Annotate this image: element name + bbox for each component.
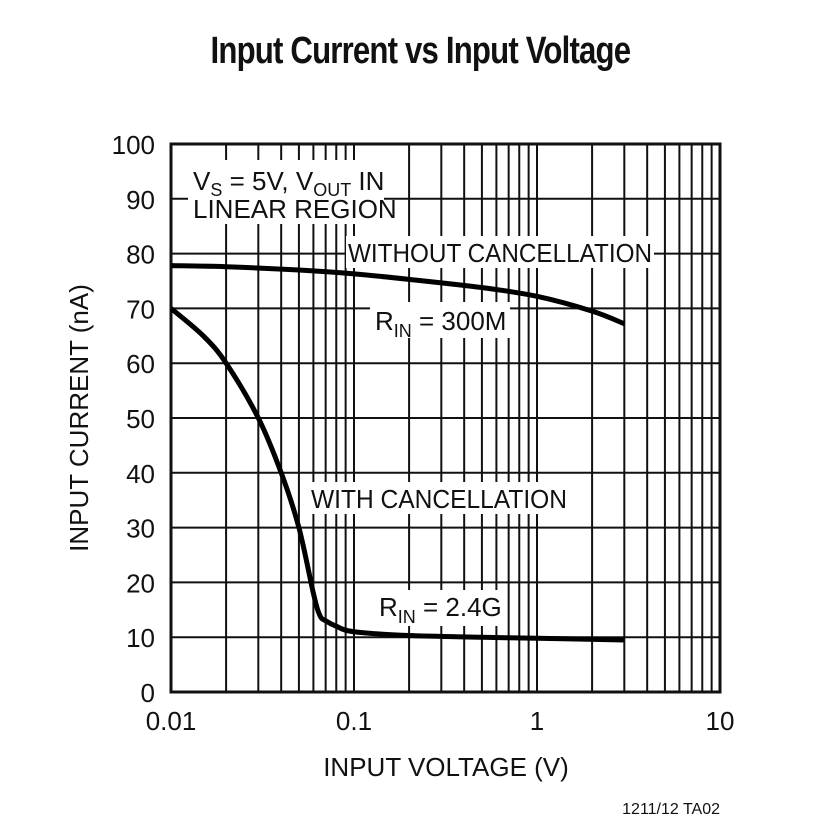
condition-label-line2: LINEAR REGION [193, 194, 397, 224]
y-axis-label: INPUT CURRENT (nA) [64, 284, 94, 552]
with-cancellation-label: WITH CANCELLATION [311, 484, 567, 514]
tick-labels: 0 10 20 30 40 50 60 70 80 90 100 0.01 0.1 1 10 [112, 130, 735, 736]
chart-title: Input Current vs Input Voltage [210, 30, 632, 72]
y-tick-label: 20 [126, 568, 155, 598]
condition-label-bg [188, 160, 384, 224]
y-tick-label: 10 [126, 623, 155, 653]
rin-without-bg [370, 302, 510, 338]
plot-frame [169, 142, 722, 694]
y-tick-label: 60 [126, 349, 155, 379]
rin-with-bg [374, 590, 504, 626]
y-tick-label: 100 [112, 130, 155, 160]
rin-without-label: RIN = 300M [375, 306, 506, 341]
without-label-bg [346, 236, 654, 268]
y-tick-label: 0 [141, 678, 155, 708]
x-tick-label: 10 [706, 706, 735, 736]
rin-with-label: RIN = 2.4G [379, 592, 502, 627]
without-cancellation-label: WITHOUT CANCELLATION [348, 238, 652, 268]
y-tick-label: 70 [126, 294, 155, 324]
x-axis-label: INPUT VOLTAGE (V) [323, 752, 569, 782]
y-tick-label: 80 [126, 240, 155, 270]
y-tick-label: 40 [126, 459, 155, 489]
with-label-bg [308, 482, 570, 514]
curve-with-cancellation [169, 306, 625, 643]
x-tick-label: 0.01 [146, 706, 197, 736]
curve-without-cancellation [170, 263, 626, 327]
condition-label-line1: VS = 5V, VOUT IN [193, 166, 384, 200]
y-tick-label: 50 [126, 404, 155, 434]
figure-footnote: 1211/12 TA02 [622, 801, 720, 818]
y-tick-label: 90 [126, 185, 155, 215]
x-tick-label: 1 [530, 706, 544, 736]
y-tick-label: 30 [126, 514, 155, 544]
x-tick-label: 0.1 [336, 706, 372, 736]
